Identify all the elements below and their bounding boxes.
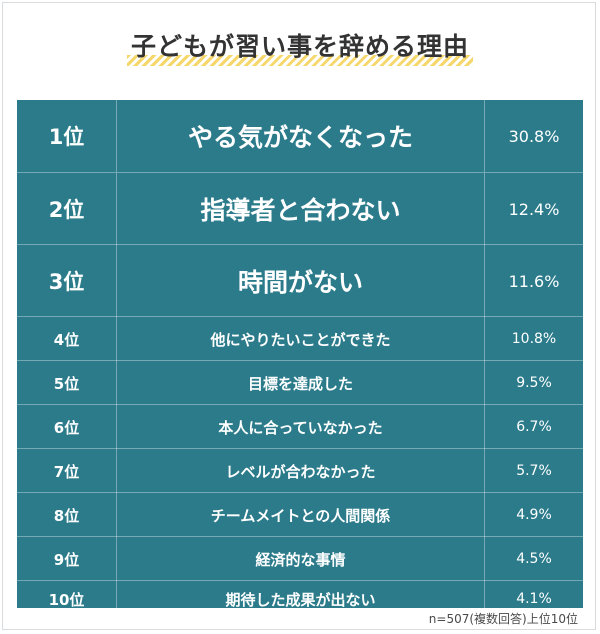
table-row: 6位 本人に合っていなかった 6.7% xyxy=(17,404,583,449)
percent-cell: 5.7% xyxy=(516,463,552,479)
percent-cell: 4.9% xyxy=(516,507,552,523)
table-row: 4位 他にやりたいことができた 10.8% xyxy=(17,316,583,361)
percent-cell: 10.8% xyxy=(511,331,557,347)
percent-cell: 6.7% xyxy=(516,419,552,435)
chart-title: 子どもが習い事を辞める理由 xyxy=(126,30,473,66)
rank-cell: 10位 xyxy=(17,581,117,617)
rank-cell: 3位 xyxy=(17,245,117,317)
rank-cell: 7位 xyxy=(17,449,117,493)
reason-cell: やる気がなくなった xyxy=(117,100,485,172)
percent-cell: 4.1% xyxy=(516,591,552,607)
reason-cell: チームメイトとの人間関係 xyxy=(117,493,485,537)
rank-cell: 8位 xyxy=(17,493,117,537)
table-row: 8位 チームメイトとの人間関係 4.9% xyxy=(17,492,583,537)
rank-cell: 9位 xyxy=(17,537,117,581)
reason-cell: 目標を達成した xyxy=(117,361,485,405)
percent-cell: 4.5% xyxy=(516,551,552,567)
reason-cell: 期待した成果が出ない xyxy=(117,581,485,617)
rank-cell: 1位 xyxy=(17,100,117,172)
reason-cell: 他にやりたいことができた xyxy=(117,317,485,361)
table-row: 3位 時間がない 11.6% xyxy=(17,244,583,317)
rank-cell: 4位 xyxy=(17,317,117,361)
rank-cell: 6位 xyxy=(17,405,117,449)
title-area: 子どもが習い事を辞める理由 xyxy=(0,30,600,66)
table-row: 2位 指導者と合わない 12.4% xyxy=(17,172,583,245)
reason-cell: 本人に合っていなかった xyxy=(117,405,485,449)
reason-cell: 経済的な事情 xyxy=(117,537,485,581)
reason-cell: 指導者と合わない xyxy=(117,173,485,245)
table-row: 5位 目標を達成した 9.5% xyxy=(17,360,583,405)
rank-cell: 5位 xyxy=(17,361,117,405)
table-row: 9位 経済的な事情 4.5% xyxy=(17,536,583,581)
percent-cell: 12.4% xyxy=(508,199,560,219)
table-row: 10位 期待した成果が出ない 4.1% xyxy=(17,580,583,617)
reason-cell: レベルが合わなかった xyxy=(117,449,485,493)
percent-cell: 9.5% xyxy=(516,375,552,391)
rank-cell: 2位 xyxy=(17,173,117,245)
table-row: 1位 やる気がなくなった 30.8% xyxy=(17,100,583,172)
title-highlight-stripe xyxy=(126,55,473,66)
percent-cell: 11.6% xyxy=(508,271,560,291)
ranking-table: 1位 やる気がなくなった 30.8% 2位 指導者と合わない 12.4% 3位 時間がない 11… xyxy=(17,100,583,617)
sample-note: n=507(複数回答)上位10位 xyxy=(428,612,578,626)
percent-cell: 30.8% xyxy=(508,126,560,146)
table-row: 7位 レベルが合わなかった 5.7% xyxy=(17,448,583,493)
reason-cell: 時間がない xyxy=(117,245,485,317)
